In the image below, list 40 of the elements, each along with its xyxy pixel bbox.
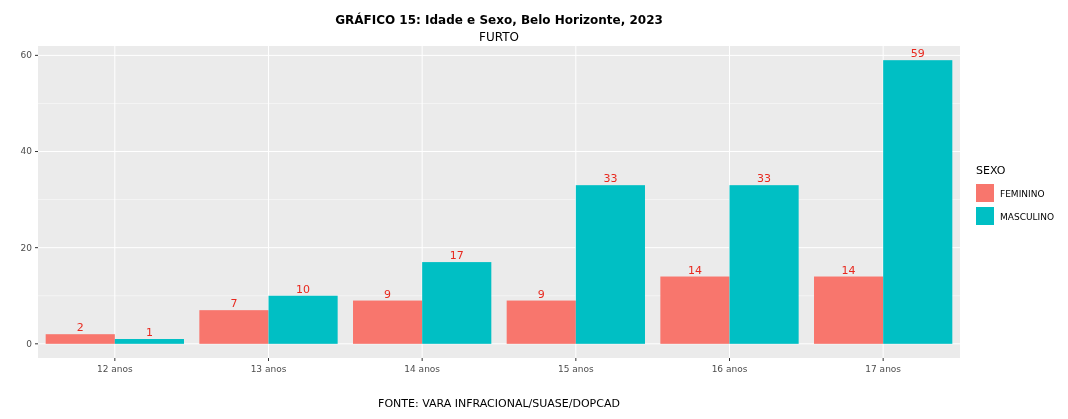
chart-subtitle: FURTO <box>479 30 519 44</box>
x-tick-label: 17 anos <box>865 364 902 374</box>
x-tick-label: 13 anos <box>250 364 287 374</box>
bar <box>45 334 115 344</box>
data-label: 14 <box>841 263 856 277</box>
bar <box>660 276 730 344</box>
y-tick-label: 40 <box>20 146 33 157</box>
data-label: 17 <box>449 249 464 263</box>
legend-label: MASCULINO <box>1000 212 1054 222</box>
bar <box>506 300 576 344</box>
bar <box>729 185 799 344</box>
data-label: 9 <box>537 287 545 301</box>
bar <box>814 276 884 344</box>
y-tick-label: 60 <box>20 50 33 61</box>
x-tick-label: 16 anos <box>711 364 748 374</box>
data-label: 10 <box>296 282 311 296</box>
data-label: 59 <box>910 47 925 61</box>
x-tick-label: 14 anos <box>404 364 441 374</box>
source-note: FONTE: VARA INFRACIONAL/SUASE/DOPCAD <box>378 397 620 410</box>
data-label: 9 <box>384 287 392 301</box>
legend-title: SEXO <box>976 164 1006 177</box>
bar <box>575 185 645 344</box>
bar <box>422 262 492 344</box>
data-label: 14 <box>687 263 702 277</box>
x-tick-label: 12 anos <box>96 364 133 374</box>
data-label: 2 <box>76 321 84 335</box>
bar <box>883 60 953 344</box>
legend-label: FEMININO <box>1000 189 1045 199</box>
data-label: 33 <box>757 172 772 186</box>
x-tick-label: 15 anos <box>557 364 594 374</box>
bar <box>199 310 269 344</box>
bar <box>268 295 338 344</box>
data-label: 1 <box>145 326 153 340</box>
chart-title: GRÁFICO 15: Idade e Sexo, Belo Horizonte, 2023 <box>335 12 663 27</box>
bar <box>353 300 423 344</box>
y-tick-label: 0 <box>26 338 33 349</box>
y-tick-label: 20 <box>20 242 33 253</box>
data-label: 33 <box>603 172 618 186</box>
bar <box>114 339 184 344</box>
data-label: 7 <box>230 297 238 311</box>
